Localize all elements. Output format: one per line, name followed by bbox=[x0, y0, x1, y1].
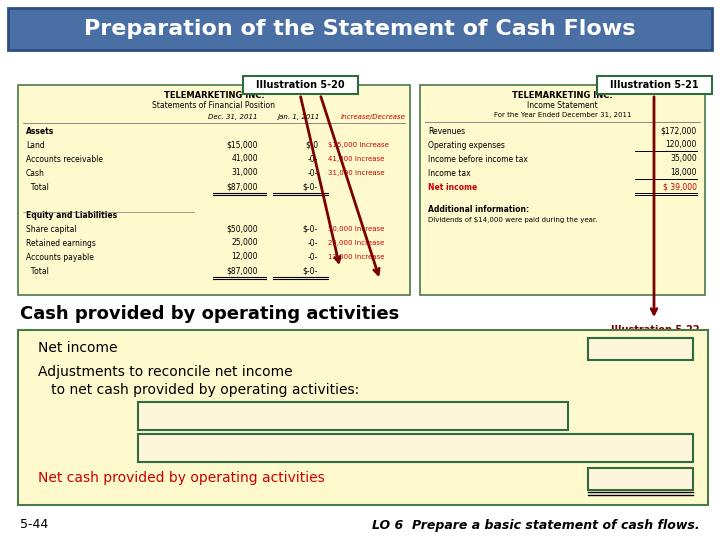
Text: TELEMARKETING INC.: TELEMARKETING INC. bbox=[512, 91, 613, 99]
Text: Net income: Net income bbox=[38, 341, 117, 355]
Text: Increase/Decrease: Increase/Decrease bbox=[341, 114, 405, 120]
Text: 41,000 Increase: 41,000 Increase bbox=[328, 156, 384, 162]
Text: Adjustments to reconcile net income: Adjustments to reconcile net income bbox=[38, 365, 292, 379]
Text: Income Statement: Income Statement bbox=[527, 100, 598, 110]
Text: 35,000: 35,000 bbox=[670, 154, 697, 164]
Text: Retained earnings: Retained earnings bbox=[26, 239, 96, 247]
Bar bbox=[588, 468, 693, 490]
Text: 120,000: 120,000 bbox=[665, 140, 697, 150]
Text: Preparation of the Statement of Cash Flows: Preparation of the Statement of Cash Flo… bbox=[84, 19, 636, 39]
Text: $87,000: $87,000 bbox=[227, 267, 258, 275]
Text: TELEMARKETING INC.: TELEMARKETING INC. bbox=[163, 91, 264, 99]
Text: Total: Total bbox=[26, 267, 49, 275]
Text: $ 0: $ 0 bbox=[306, 140, 318, 150]
Text: Illustration 5-21: Illustration 5-21 bbox=[610, 80, 699, 90]
Bar bbox=[588, 338, 693, 360]
Text: -0-: -0- bbox=[307, 253, 318, 261]
Bar bbox=[597, 76, 712, 94]
Bar bbox=[243, 76, 358, 94]
Text: 50,000 Increase: 50,000 Increase bbox=[328, 226, 384, 232]
Text: 25,000: 25,000 bbox=[231, 239, 258, 247]
Text: Additional information:: Additional information: bbox=[428, 205, 529, 214]
Text: $50,000: $50,000 bbox=[226, 225, 258, 233]
Text: $ 39,000: $ 39,000 bbox=[663, 183, 697, 192]
Bar bbox=[18, 330, 708, 505]
Text: Dec. 31, 2011: Dec. 31, 2011 bbox=[208, 114, 258, 120]
Text: 25,000 Increase: 25,000 Increase bbox=[328, 240, 384, 246]
Text: 5-44: 5-44 bbox=[20, 518, 48, 531]
Bar bbox=[18, 85, 410, 295]
Text: Income tax: Income tax bbox=[428, 168, 471, 178]
Text: Land: Land bbox=[26, 140, 45, 150]
Text: Dividends of $14,000 were paid during the year.: Dividends of $14,000 were paid during th… bbox=[428, 217, 598, 223]
Text: Income before income tax: Income before income tax bbox=[428, 154, 528, 164]
Text: Illustration 5-20: Illustration 5-20 bbox=[256, 80, 345, 90]
Text: $15,000: $15,000 bbox=[227, 140, 258, 150]
Text: Equity and Liabilities: Equity and Liabilities bbox=[26, 211, 117, 219]
Text: Statements of Financial Position: Statements of Financial Position bbox=[153, 100, 276, 110]
Text: -0-: -0- bbox=[307, 168, 318, 178]
Text: 18,000: 18,000 bbox=[670, 168, 697, 178]
Text: 41,000: 41,000 bbox=[231, 154, 258, 164]
Text: Assets: Assets bbox=[26, 126, 54, 136]
Text: $-0-: $-0- bbox=[302, 267, 318, 275]
Bar bbox=[138, 402, 568, 430]
Text: 31,000 Increase: 31,000 Increase bbox=[328, 170, 384, 176]
Text: Net cash provided by operating activities: Net cash provided by operating activitie… bbox=[38, 471, 325, 485]
Text: -0-: -0- bbox=[307, 239, 318, 247]
Text: -0-: -0- bbox=[307, 154, 318, 164]
Text: 31,000: 31,000 bbox=[231, 168, 258, 178]
Text: Operating expenses: Operating expenses bbox=[428, 140, 505, 150]
Text: Net income: Net income bbox=[428, 183, 477, 192]
Text: Illustration 5-22: Illustration 5-22 bbox=[611, 325, 699, 335]
Text: 12,000: 12,000 bbox=[232, 253, 258, 261]
Text: Cash provided by operating activities: Cash provided by operating activities bbox=[20, 305, 400, 323]
Text: $15,000 Increase: $15,000 Increase bbox=[328, 142, 389, 148]
Text: Revenues: Revenues bbox=[428, 126, 465, 136]
Text: $87,000: $87,000 bbox=[227, 183, 258, 192]
Text: $172,000: $172,000 bbox=[661, 126, 697, 136]
Text: to net cash provided by operating activities:: to net cash provided by operating activi… bbox=[38, 383, 359, 397]
Text: Cash: Cash bbox=[26, 168, 45, 178]
Bar bbox=[8, 8, 712, 50]
Text: Jan. 1, 2011: Jan. 1, 2011 bbox=[276, 114, 319, 120]
Text: LO 6  Prepare a basic statement of cash flows.: LO 6 Prepare a basic statement of cash f… bbox=[372, 518, 700, 531]
Text: Accounts receivable: Accounts receivable bbox=[26, 154, 103, 164]
Text: Share capital: Share capital bbox=[26, 225, 76, 233]
Text: Accounts payable: Accounts payable bbox=[26, 253, 94, 261]
Text: $-0-: $-0- bbox=[302, 183, 318, 192]
Text: For the Year Ended December 31, 2011: For the Year Ended December 31, 2011 bbox=[494, 112, 631, 118]
Text: Total: Total bbox=[26, 183, 49, 192]
Bar bbox=[420, 85, 705, 295]
Text: $-0-: $-0- bbox=[302, 225, 318, 233]
Text: 12,000 Increase: 12,000 Increase bbox=[328, 254, 384, 260]
Bar bbox=[138, 434, 693, 462]
